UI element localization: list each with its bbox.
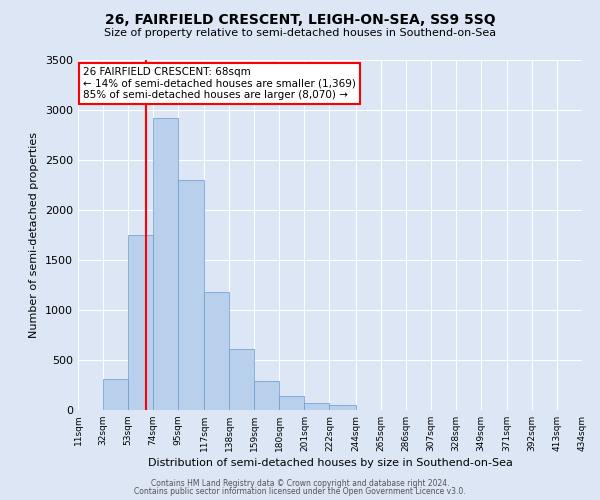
Bar [204,292,229,410]
Bar [304,402,329,410]
Text: 26, FAIRFIELD CRESCENT, LEIGH-ON-SEA, SS9 5SQ: 26, FAIRFIELD CRESCENT, LEIGH-ON-SEA, SS… [104,12,496,26]
Text: Contains HM Land Registry data © Crown copyright and database right 2024.: Contains HM Land Registry data © Crown c… [151,478,449,488]
Bar [254,381,280,410]
Bar [329,404,356,410]
Bar [128,235,153,410]
Bar [103,378,128,410]
Bar [229,349,254,410]
Bar [280,396,304,410]
Text: Contains public sector information licensed under the Open Government Licence v3: Contains public sector information licen… [134,488,466,496]
X-axis label: Distribution of semi-detached houses by size in Southend-on-Sea: Distribution of semi-detached houses by … [148,458,512,468]
Bar [153,118,178,410]
Text: 26 FAIRFIELD CRESCENT: 68sqm
← 14% of semi-detached houses are smaller (1,369)
8: 26 FAIRFIELD CRESCENT: 68sqm ← 14% of se… [83,67,356,100]
Text: Size of property relative to semi-detached houses in Southend-on-Sea: Size of property relative to semi-detach… [104,28,496,38]
Bar [178,180,204,410]
Y-axis label: Number of semi-detached properties: Number of semi-detached properties [29,132,40,338]
